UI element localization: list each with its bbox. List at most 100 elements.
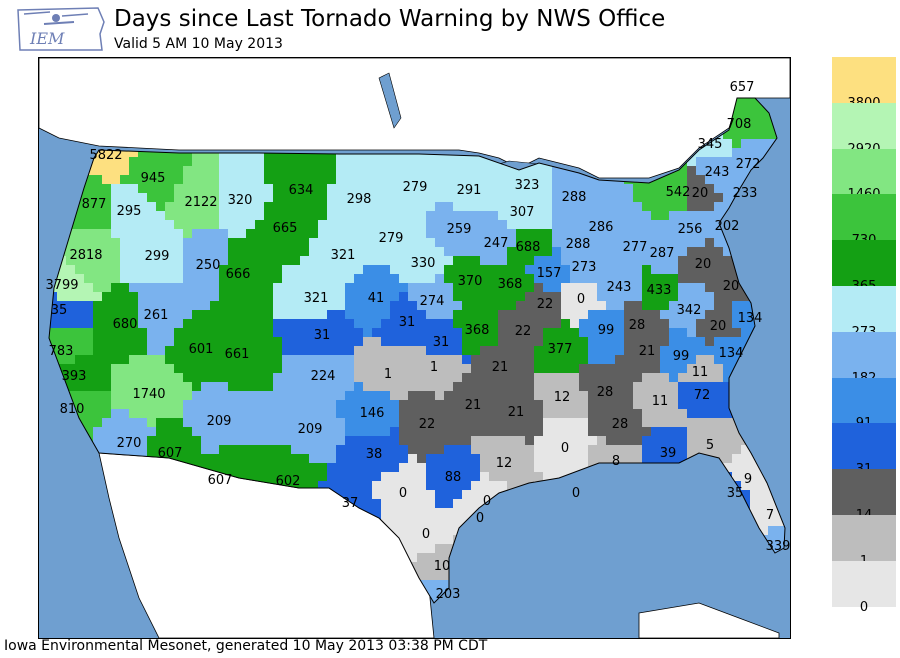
office-region-cell	[174, 310, 184, 320]
office-region-cell	[183, 400, 193, 410]
office-region-cell	[183, 373, 193, 383]
office-region-cell	[516, 436, 526, 446]
office-region-cell	[561, 220, 571, 230]
office-region-cell	[192, 211, 202, 221]
office-region-cell	[516, 202, 526, 212]
office-region-cell	[696, 148, 706, 158]
office-region-cell	[399, 364, 409, 374]
office-region-cell	[444, 625, 454, 635]
office-region-cell	[210, 247, 220, 257]
office-region-cell	[462, 364, 472, 374]
office-region-cell	[570, 535, 580, 545]
office-value-label: 22	[537, 297, 554, 312]
office-region-cell	[111, 328, 121, 338]
office-region-cell	[642, 328, 652, 338]
office-region-cell	[318, 436, 328, 446]
office-region-cell	[444, 274, 454, 284]
office-region-cell	[435, 229, 445, 239]
office-region-cell	[219, 445, 229, 455]
office-region-cell	[750, 112, 760, 122]
office-region-cell	[417, 319, 427, 329]
map-subtitle: Valid 5 AM 10 May 2013	[114, 36, 283, 52]
office-region-cell	[705, 283, 715, 293]
office-region-cell	[516, 499, 526, 509]
office-region-cell	[237, 391, 247, 401]
office-region-cell	[732, 103, 742, 113]
office-region-cell	[732, 283, 742, 293]
office-region-cell	[345, 355, 355, 365]
office-region-cell	[768, 472, 778, 482]
office-region-cell	[111, 310, 121, 320]
office-region-cell	[228, 445, 238, 455]
office-region-cell	[489, 256, 499, 266]
office-region-cell	[696, 436, 706, 446]
office-region-cell	[165, 319, 175, 329]
office-region-cell	[552, 211, 562, 221]
office-region-cell	[525, 499, 535, 509]
office-region-cell	[435, 391, 445, 401]
office-region-cell	[399, 328, 409, 338]
office-region-cell	[165, 409, 175, 419]
office-region-cell	[768, 445, 778, 455]
office-region-cell	[525, 292, 535, 302]
office-region-cell	[606, 508, 616, 518]
office-region-cell	[696, 346, 706, 356]
office-region-cell	[561, 517, 571, 527]
office-region-cell	[498, 301, 508, 311]
office-region-cell	[759, 517, 769, 527]
office-region-cell	[543, 292, 553, 302]
office-region-cell	[498, 346, 508, 356]
office-region-cell	[300, 247, 310, 257]
office-region-cell	[633, 283, 643, 293]
office-region-cell	[372, 463, 382, 473]
office-region-cell	[498, 535, 508, 545]
office-region-cell	[147, 229, 157, 239]
office-region-cell	[156, 256, 166, 266]
office-region-cell	[75, 463, 85, 473]
office-region-cell	[165, 346, 175, 356]
office-region-cell	[318, 472, 328, 482]
office-region-cell	[111, 427, 121, 437]
office-region-cell	[561, 337, 571, 347]
office-region-cell	[354, 481, 364, 491]
office-region-cell	[489, 292, 499, 302]
office-region-cell	[471, 274, 481, 284]
office-region-cell	[192, 436, 202, 446]
office-region-cell	[426, 526, 436, 536]
office-region-cell	[759, 598, 769, 603]
office-region-cell	[93, 292, 103, 302]
office-region-cell	[49, 166, 58, 176]
office-region-cell	[354, 328, 364, 338]
office-region-cell	[714, 274, 724, 284]
office-region-cell	[732, 130, 742, 140]
office-region-cell	[300, 481, 310, 491]
office-region-cell	[786, 274, 790, 284]
office-region-cell	[210, 436, 220, 446]
office-region-cell	[417, 562, 427, 572]
office-region-cell	[768, 463, 778, 473]
office-region-cell	[597, 292, 607, 302]
office-region-cell	[228, 382, 238, 392]
office-region-cell	[39, 202, 49, 212]
office-region-cell	[705, 256, 715, 266]
office-region-cell	[300, 373, 310, 383]
office-region-cell	[354, 490, 364, 500]
office-region-cell	[489, 283, 499, 293]
office-region-cell	[471, 166, 481, 176]
office-region-cell	[129, 373, 139, 383]
office-region-cell	[399, 409, 409, 419]
office-region-cell	[462, 598, 472, 603]
office-region-cell	[615, 391, 625, 401]
office-region-cell	[381, 283, 391, 293]
office-region-cell	[624, 193, 634, 203]
office-region-cell	[426, 166, 436, 176]
office-region-cell	[552, 310, 562, 320]
office-region-cell	[237, 220, 247, 230]
office-region-cell	[489, 175, 499, 185]
office-region-cell	[741, 301, 751, 311]
office-region-cell	[732, 508, 742, 518]
office-region-cell	[57, 166, 67, 176]
office-region-cell	[336, 463, 346, 473]
office-region-cell	[723, 364, 733, 374]
office-region-cell	[741, 274, 751, 284]
